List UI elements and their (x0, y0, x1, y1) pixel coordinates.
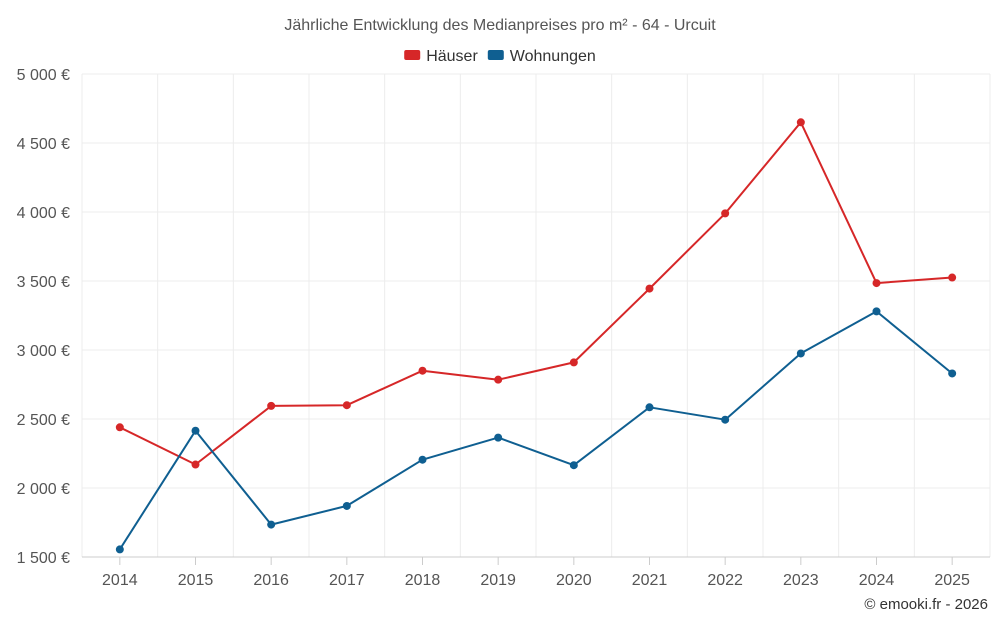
y-tick-label: 1 500 € (17, 550, 70, 567)
y-tick-label: 4 500 € (17, 136, 70, 153)
x-axis: 2014 2015 2016 2017 2018 2019 2020 2021 2022 2023… (82, 556, 990, 589)
data-point (342, 501, 351, 510)
grid (81, 73, 991, 558)
y-tick-label: 5 000 € (17, 67, 70, 84)
data-point (721, 415, 730, 424)
legend-label: Häuser (426, 48, 478, 65)
series-line (118, 310, 953, 550)
y-tick-label: 3 500 € (17, 274, 70, 291)
data-point (569, 461, 578, 470)
data-point (191, 426, 200, 435)
y-tick-label: 4 000 € (17, 205, 70, 222)
x-tick-label: 2024 (859, 572, 895, 589)
x-tick-label: 2015 (178, 572, 214, 589)
data-point (115, 423, 124, 432)
x-tick-label: 2018 (405, 572, 441, 589)
data-point (872, 307, 881, 316)
data-point (569, 358, 578, 367)
data-point (796, 118, 805, 127)
data-point (645, 403, 654, 412)
data-point (872, 279, 881, 288)
data-point (418, 455, 427, 464)
x-tick-label: 2017 (329, 572, 365, 589)
data-point (494, 375, 503, 384)
series-group (115, 118, 957, 554)
data-point (645, 284, 654, 293)
legend-swatch (487, 50, 504, 60)
data-point (494, 433, 503, 442)
data-point (342, 401, 351, 410)
legend-item-haeuser: Häuser (404, 48, 478, 65)
y-tick-label: 2 500 € (17, 412, 70, 429)
data-point (267, 520, 276, 529)
data-point (418, 366, 427, 375)
x-tick-label: 2021 (632, 572, 668, 589)
chart-title: Jährliche Entwicklung des Medianpreises … (284, 17, 716, 34)
y-tick-label: 3 000 € (17, 343, 70, 360)
y-axis: 1 500 € 2 000 € 2 500 € 3 000 € 3 500 € 4 000… (17, 67, 70, 567)
data-point (191, 460, 200, 469)
x-tick-label: 2014 (102, 572, 138, 589)
data-point (115, 545, 124, 554)
data-point (721, 209, 730, 218)
legend-label: Wohnungen (510, 48, 596, 65)
series-wohnungen (115, 307, 957, 554)
data-point (948, 273, 957, 282)
series-haeuser (115, 118, 957, 469)
x-tick-label: 2016 (253, 572, 289, 589)
series-line (119, 121, 953, 466)
legend-swatch (404, 50, 421, 60)
x-tick-label: 2022 (707, 572, 743, 589)
data-point (948, 369, 957, 378)
data-point (267, 401, 276, 410)
y-tick-label: 2 000 € (17, 481, 70, 498)
x-tick-label: 2019 (480, 572, 516, 589)
legend: Häuser Wohnungen (404, 48, 596, 65)
x-tick-label: 2023 (783, 572, 819, 589)
data-point (796, 349, 805, 358)
legend-item-wohnungen: Wohnungen (487, 48, 596, 65)
x-tick-label: 2025 (934, 572, 970, 589)
credit-text: © emooki.fr - 2026 (864, 596, 988, 613)
x-tick-label: 2020 (556, 572, 592, 589)
